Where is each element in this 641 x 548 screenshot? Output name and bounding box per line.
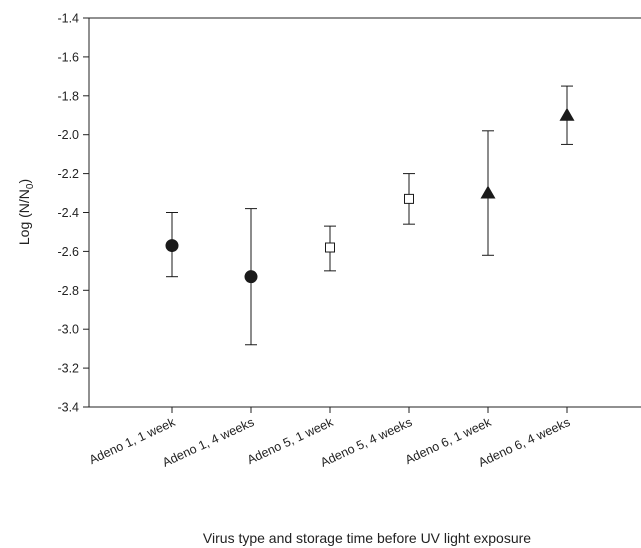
data-point-triangle — [559, 107, 575, 121]
y-axis: -1.4 -1.6 -1.8 -2.0 -2.2 -2.4 -2.6 -2.8 -3.0 -3.2… — [57, 12, 89, 415]
y-tick-label: -3.2 — [57, 362, 79, 376]
data-point-circle — [244, 270, 258, 284]
data-points — [165, 85, 575, 346]
y-tick-label: -3.4 — [57, 401, 79, 415]
y-tick-label: -2.2 — [57, 167, 79, 181]
x-axis-title: Virus type and storage time before UV li… — [203, 530, 531, 546]
data-point-square — [404, 193, 414, 204]
y-tick-label: -2.8 — [57, 284, 79, 298]
y-axis-title-end: ) — [16, 179, 32, 184]
y-tick-label: -1.6 — [57, 50, 79, 64]
data-point-square — [325, 242, 335, 253]
y-axis-title-main: Log (N/N — [16, 189, 32, 245]
y-tick-label: -3.0 — [57, 323, 79, 337]
y-tick-label: -2.0 — [57, 128, 79, 142]
y-tick-label: -2.4 — [57, 206, 79, 220]
y-tick-label: -2.6 — [57, 245, 79, 259]
y-axis-title-subscript: 0 — [25, 183, 36, 189]
data-point-circle — [165, 239, 179, 253]
y-tick-label: -1.8 — [57, 89, 79, 103]
y-tick-label: -1.4 — [57, 12, 79, 26]
data-point-triangle — [480, 185, 496, 199]
y-axis-title: Log (N/N0) — [16, 179, 36, 245]
